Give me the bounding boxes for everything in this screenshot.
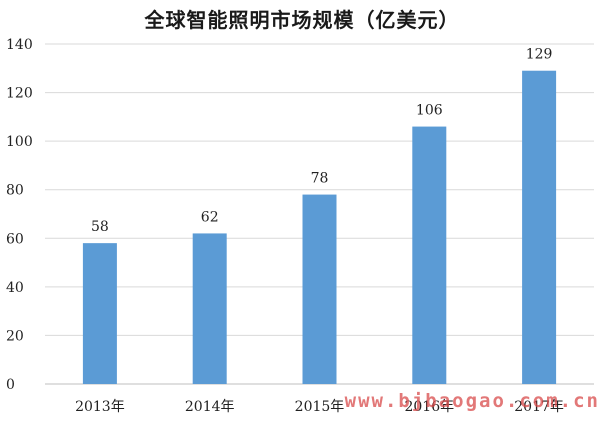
- watermark-text: www.bjbaogao.com.cn: [344, 390, 600, 412]
- data-label: 129: [526, 47, 553, 63]
- data-label: 106: [416, 103, 443, 119]
- bar: [192, 233, 227, 384]
- y-tick-label: 60: [6, 231, 24, 247]
- x-tick-label: 2015年: [295, 399, 345, 415]
- x-tick-label: 2013年: [75, 399, 125, 415]
- x-tick-label: 2017年: [514, 399, 564, 415]
- chart-title: 全球智能照明市场规模（亿美元）: [144, 8, 460, 32]
- bar: [412, 126, 447, 385]
- bar: [302, 194, 337, 384]
- y-tick-label: 0: [6, 377, 15, 393]
- y-tick-label: 80: [6, 183, 24, 199]
- y-tick-label: 40: [6, 280, 24, 296]
- data-label: 58: [91, 219, 109, 235]
- y-tick-label: 140: [6, 37, 33, 53]
- y-tick-label: 100: [6, 134, 33, 150]
- x-tick-label: 2016年: [404, 399, 454, 415]
- y-tick-label: 120: [6, 86, 33, 102]
- data-label: 62: [201, 209, 219, 225]
- x-tick-label: 2014年: [185, 399, 235, 415]
- bar: [82, 243, 117, 384]
- y-tick-label: 20: [6, 328, 24, 344]
- bar: [522, 70, 557, 384]
- data-label: 78: [311, 171, 329, 187]
